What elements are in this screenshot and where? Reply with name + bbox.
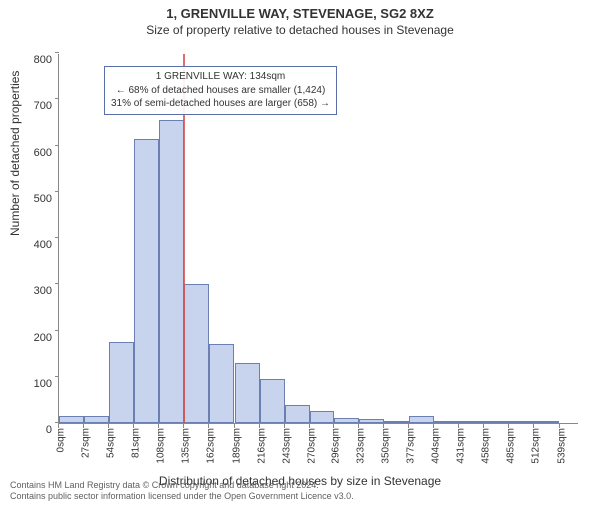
annotation-line-3: 31% of semi-detached houses are larger (… [111,97,330,111]
histogram-bar [534,421,559,423]
x-tick-label: 323sqm [355,428,366,464]
footer-line-1: Contains HM Land Registry data © Crown c… [10,480,354,491]
histogram-bar [285,405,310,424]
histogram-bar [409,416,434,423]
y-tick-label: 0 [22,424,52,436]
y-tick-mark [55,52,59,53]
x-tick-label: 431sqm [456,428,467,464]
plot-region: 1 GRENVILLE WAY: 134sqm← 68% of detached… [58,54,578,424]
histogram-bar [184,284,209,423]
histogram-bar [334,418,359,423]
property-annotation: 1 GRENVILLE WAY: 134sqm← 68% of detached… [104,66,337,115]
x-tick-label: 189sqm [231,428,242,464]
y-tick-mark [55,98,59,99]
y-tick-label: 100 [22,378,52,390]
histogram-bar [484,421,509,423]
y-tick-label: 800 [22,54,52,66]
y-tick-label: 600 [22,147,52,159]
x-tick-label: 377sqm [406,428,417,464]
y-tick-label: 200 [22,332,52,344]
histogram-bar [109,342,134,423]
x-tick-label: 108sqm [156,428,167,464]
y-tick-mark [55,283,59,284]
x-tick-label: 404sqm [431,428,442,464]
y-tick-mark [55,237,59,238]
x-tick-label: 350sqm [381,428,392,464]
x-tick-label: 216sqm [256,428,267,464]
x-tick-label: 81sqm [131,428,142,458]
histogram-bar [310,411,334,423]
annotation-line-1: 1 GRENVILLE WAY: 134sqm [111,70,330,84]
y-tick-mark [55,145,59,146]
x-tick-label: 0sqm [56,428,67,452]
x-tick-label: 270sqm [306,428,317,464]
x-tick-label: 485sqm [506,428,517,464]
annotation-line-2: ← 68% of detached houses are smaller (1,… [111,84,330,98]
y-tick-label: 700 [22,100,52,112]
y-axis-label: Number of detached properties [8,71,22,236]
x-tick-label: 458sqm [481,428,492,464]
x-tick-label: 54sqm [106,428,117,458]
histogram-bar [459,421,484,423]
chart-area: 1 GRENVILLE WAY: 134sqm← 68% of detached… [58,54,578,424]
x-tick-label: 27sqm [81,428,92,458]
x-tick-label: 162sqm [206,428,217,464]
chart-subtitle: Size of property relative to detached ho… [0,23,600,37]
y-tick-mark [55,330,59,331]
x-tick-label: 539sqm [556,428,567,464]
histogram-bar [134,139,159,423]
y-tick-label: 300 [22,285,52,297]
histogram-bar [359,419,384,423]
footer-line-2: Contains public sector information licen… [10,491,354,502]
histogram-bar [260,379,285,423]
y-tick-mark [55,376,59,377]
histogram-bar [434,421,459,423]
histogram-bar [59,416,84,423]
histogram-bar [509,421,534,423]
y-tick-label: 500 [22,193,52,205]
histogram-bar [235,363,260,423]
y-tick-mark [55,191,59,192]
y-tick-label: 400 [22,239,52,251]
x-tick-label: 296sqm [330,428,341,464]
histogram-bar [159,120,184,423]
x-tick-label: 243sqm [281,428,292,464]
histogram-bar [384,421,409,423]
histogram-bar [84,416,109,423]
x-tick-label: 512sqm [531,428,542,464]
address-title: 1, GRENVILLE WAY, STEVENAGE, SG2 8XZ [0,6,600,21]
histogram-bar [209,344,234,423]
x-tick-label: 135sqm [181,428,192,464]
footer-attribution: Contains HM Land Registry data © Crown c… [10,480,354,503]
